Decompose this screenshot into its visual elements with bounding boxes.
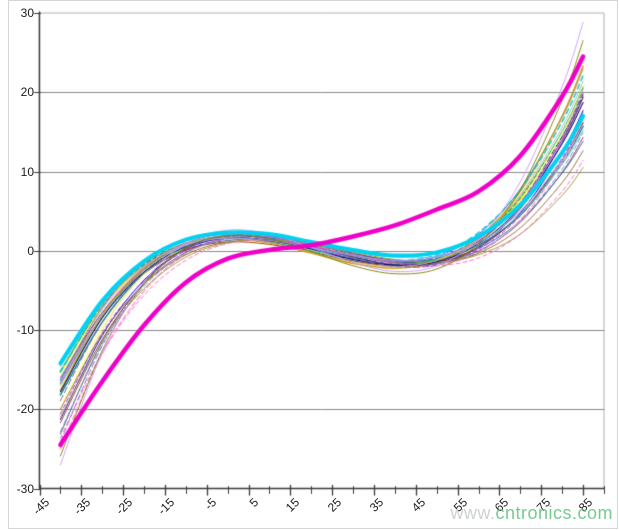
y-tick-label: -20 [16,402,34,417]
watermark-prefix: www. [450,503,496,523]
y-tick-label: 10 [20,164,34,179]
y-tick-label: -10 [16,323,34,337]
y-tick-label: 20 [20,85,34,100]
y-tick-label: 30 [20,6,34,20]
y-tick-label: -30 [16,481,34,496]
watermark-domain: cntronics.com [495,503,613,523]
y-tick-label: 0 [27,243,34,258]
watermark: www.cntronics.com [450,503,613,524]
